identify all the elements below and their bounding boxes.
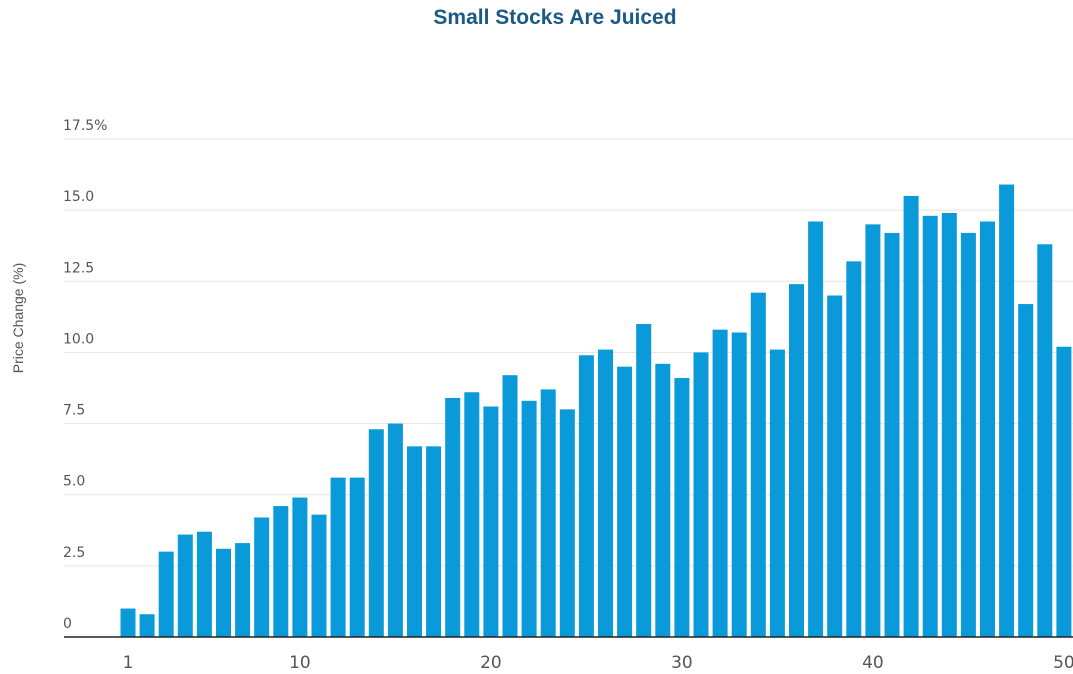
bar: [846, 261, 862, 637]
bar: [311, 514, 327, 637]
bar: [216, 548, 231, 637]
bar: [674, 378, 690, 637]
bar: [483, 406, 499, 637]
x-tick-labels: 1 10 20 30 40 50: [123, 653, 1073, 673]
bar: [387, 423, 403, 637]
bar: [368, 429, 384, 637]
bar: [330, 477, 346, 637]
bar: [235, 543, 251, 637]
bar: [808, 221, 824, 638]
x-tick-label: 40: [862, 653, 884, 673]
bar: [349, 477, 365, 637]
bar: [292, 497, 308, 637]
y-tick-label: 2.5: [63, 545, 85, 561]
bar: [1037, 244, 1053, 637]
x-tick-label: 30: [671, 653, 693, 673]
bar: [502, 375, 518, 637]
bar: [1018, 304, 1034, 637]
bar: [273, 506, 289, 637]
bar: [254, 517, 270, 637]
bar: [999, 184, 1015, 637]
bar: [120, 608, 136, 637]
bar: [789, 284, 804, 637]
bar: [617, 366, 633, 637]
bar: [827, 295, 843, 637]
bar: [177, 534, 193, 637]
chart-title: Small Stocks Are Juiced: [433, 6, 677, 29]
bar: [426, 446, 442, 637]
bar: [693, 352, 709, 637]
bar: [712, 329, 728, 637]
bar: [941, 212, 957, 637]
bar: [922, 215, 938, 637]
bar: [559, 409, 575, 637]
bar: [445, 397, 461, 637]
x-tick-label: 20: [480, 653, 502, 673]
bar: [903, 195, 919, 637]
bar: [1056, 346, 1072, 637]
bar: [750, 292, 766, 637]
x-tick-label: 50: [1053, 653, 1073, 673]
bars: [120, 184, 1072, 638]
x-tick-label: 10: [289, 653, 311, 673]
bar: [521, 400, 537, 637]
bar: [540, 389, 556, 637]
x-tick-label: 1: [123, 653, 134, 673]
y-tick-label: 12.5: [63, 260, 94, 276]
bar: [636, 323, 652, 637]
bar: [980, 221, 995, 638]
bar: [731, 332, 747, 637]
y-tick-label: 5.0: [63, 474, 85, 490]
bar: [578, 355, 594, 637]
bar: [196, 531, 212, 637]
bar: [158, 551, 174, 637]
bar: [655, 363, 671, 637]
y-tick-label: 7.5: [63, 403, 85, 419]
y-tick-labels: 0 2.5 5.0 7.5 10.0 12.5 15.0 17.5%: [63, 118, 107, 632]
y-tick-label: 10.0: [63, 331, 94, 347]
y-tick-label: 15.0: [63, 189, 94, 205]
y-tick-label: 17.5%: [63, 118, 107, 134]
bar: [139, 614, 155, 637]
bar: [769, 349, 785, 637]
y-tick-label: 0: [63, 616, 72, 632]
bar: [884, 232, 900, 637]
bar: [598, 349, 613, 637]
bar: [464, 392, 480, 637]
bar: [865, 224, 881, 637]
bar: [407, 446, 422, 637]
bar: [960, 232, 976, 637]
